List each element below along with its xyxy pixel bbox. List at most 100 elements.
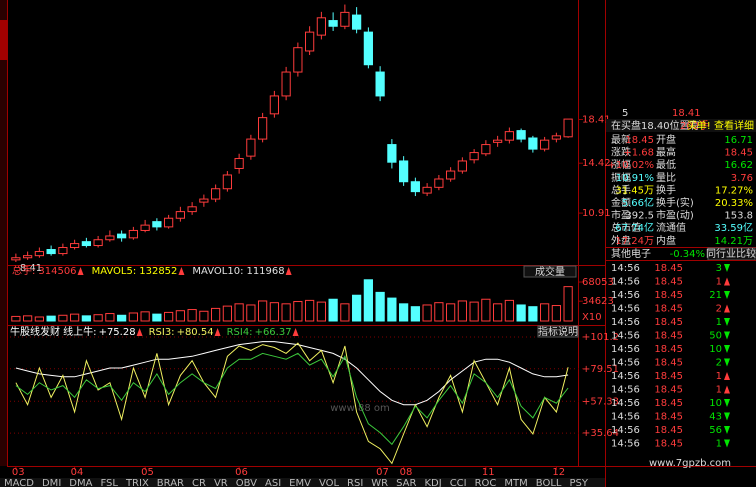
volume-bar [164, 311, 174, 322]
legend-name: RSI3: [149, 327, 175, 338]
trade-time: 14:56 [611, 425, 640, 436]
candle-body [46, 249, 56, 255]
tab[interactable]: WR [371, 478, 388, 487]
tab[interactable]: TRIX [125, 478, 149, 487]
button[interactable] [523, 265, 577, 278]
tab[interactable]: BOLL [536, 478, 562, 487]
volume-bar [305, 299, 315, 322]
y-tick-label: 14.42 [582, 158, 611, 169]
candle-body [211, 188, 221, 200]
volume-bar [504, 299, 514, 322]
up-arrow [178, 267, 185, 275]
tab[interactable]: MTM [504, 478, 527, 487]
trade-time: 14:56 [611, 277, 640, 288]
volume-bar [352, 294, 362, 322]
quote-label: 涨幅 [611, 158, 631, 171]
legend-value: 314506 [38, 266, 76, 277]
legend-name: MAVOL10: [192, 266, 243, 277]
candle-body [457, 160, 467, 172]
candle-body [140, 224, 150, 231]
tab[interactable]: FSL [100, 478, 118, 487]
volume-bar [516, 304, 526, 322]
down-arrow [724, 412, 730, 421]
quote-value: 392.5 [625, 211, 654, 222]
up-arrow [292, 328, 299, 336]
watermark: www 88 om [330, 403, 389, 414]
quote-value: 10.91% [616, 173, 654, 184]
indicator-line [15, 342, 569, 465]
legend-name: 牛股线发财 线上牛: [10, 325, 97, 338]
tab[interactable]: DMA [69, 478, 92, 487]
quote-value: 3.76 [731, 173, 753, 184]
legend-name: 总手: [12, 264, 35, 277]
down-arrow [724, 264, 730, 272]
volume-bar [340, 303, 350, 322]
candle-body [105, 235, 115, 241]
quote-label: 最低 [656, 158, 676, 171]
down-arrow [724, 426, 730, 434]
tab[interactable]: EMV [289, 478, 311, 487]
tab[interactable]: VR [214, 478, 228, 487]
button-label[interactable]: 成交量 [535, 265, 565, 278]
quote-label: 市盈(动) [656, 209, 694, 222]
trade-price: 18.45 [654, 263, 683, 274]
volume-bar [58, 314, 68, 322]
trade-price: 18.45 [654, 277, 683, 288]
button-label[interactable]: 指标说明 [538, 325, 578, 338]
trade-price: 18.45 [654, 317, 683, 328]
tab[interactable]: DMI [42, 478, 61, 487]
tab[interactable]: BRAR [157, 478, 184, 487]
y-tick-label: 10.91 [582, 208, 611, 219]
tab[interactable]: ASI [265, 478, 281, 487]
trade-volume: 1 [716, 439, 722, 450]
volume-bar [105, 313, 115, 322]
y-tick-label: 34623 [582, 296, 614, 307]
trade-time: 14:56 [611, 317, 640, 328]
volume-bar [199, 310, 209, 322]
down-arrow [724, 291, 730, 299]
left-tab-strip[interactable] [0, 0, 7, 466]
volume-bar [528, 306, 538, 322]
trade-price: 18.45 [654, 385, 683, 396]
tab[interactable]: MACD [4, 478, 34, 487]
legend-value: 132852 [139, 266, 177, 277]
button-label[interactable]: 同行业比较 [706, 247, 756, 260]
tab[interactable]: ROC [475, 478, 497, 487]
volume-bar [281, 303, 291, 322]
candle-body [363, 31, 373, 66]
up-arrow [77, 267, 84, 275]
candle-body [117, 233, 127, 239]
volume-bar [269, 302, 279, 322]
volume-bar [375, 291, 385, 322]
tab[interactable]: CCI [450, 478, 467, 487]
up-arrow [724, 277, 730, 286]
trade-volume: 2 [716, 304, 722, 315]
active-tab[interactable] [0, 20, 7, 60]
quote-value: 18.45 [724, 148, 753, 159]
candle-body [399, 160, 409, 183]
tab[interactable]: PSY [570, 478, 589, 487]
candle-body [81, 241, 91, 247]
volume-bar [175, 310, 185, 322]
tab[interactable]: OBV [236, 478, 257, 487]
button[interactable] [537, 325, 579, 338]
down-arrow [724, 358, 730, 367]
tab[interactable]: VOL [319, 478, 340, 487]
tab[interactable]: RSI [347, 478, 363, 487]
candle-body [11, 257, 21, 261]
tab[interactable]: KDJ [424, 478, 441, 487]
order-link[interactable]: 买单! 查看详细 [687, 119, 754, 132]
volume-bar [434, 302, 444, 322]
candle-body [504, 131, 514, 141]
down-arrow [724, 399, 730, 407]
candle-body [70, 243, 80, 249]
trade-volume: 21 [709, 290, 722, 301]
quote-value: 17.27% [715, 185, 753, 196]
quote-label: 换手 [656, 183, 676, 196]
tab[interactable]: CR [192, 478, 206, 487]
volume-bar [540, 303, 550, 322]
tab[interactable]: SAR [396, 478, 416, 487]
y-tick-label: +57.33 [582, 396, 619, 407]
x-tick-label: 05 [141, 467, 154, 478]
legend-name: MAVOL5: [92, 266, 137, 277]
